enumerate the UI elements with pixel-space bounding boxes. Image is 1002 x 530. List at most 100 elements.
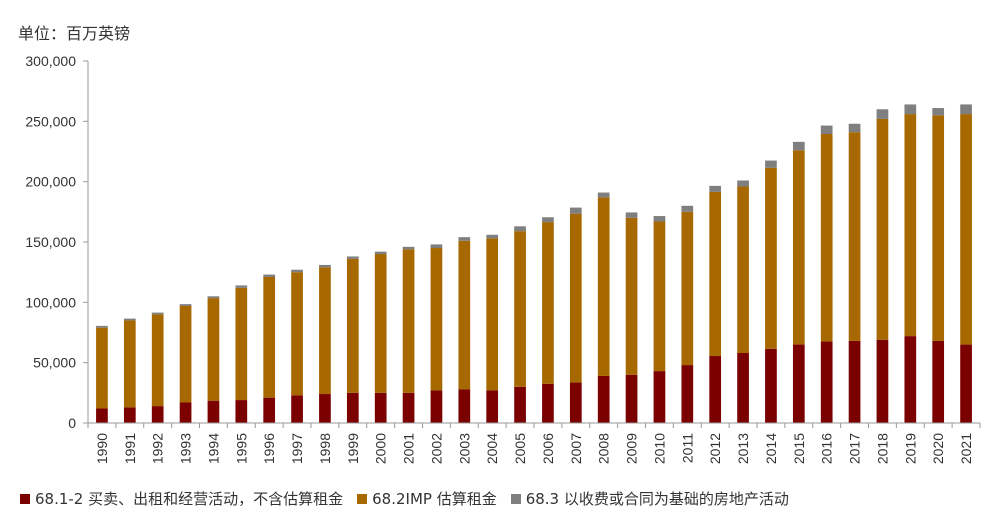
- bar-segment-imputed-rent: [765, 167, 777, 349]
- bar-segment-fee-contract: [653, 216, 666, 222]
- bar-segment-fee-contract: [514, 226, 526, 232]
- bar-segment-fee-contract: [876, 109, 889, 119]
- bar-segment-sales-rent: [458, 389, 471, 423]
- bar-segment-imputed-rent: [709, 191, 722, 357]
- bar-segment-sales-rent: [681, 365, 694, 423]
- bar-segment-fee-contract: [597, 192, 610, 198]
- bar-segment-fee-contract: [681, 205, 694, 212]
- x-tick-label: 2019: [902, 433, 918, 464]
- bar-segment-imputed-rent: [374, 254, 387, 393]
- y-tick-label: 300,000: [25, 53, 76, 69]
- bar-segment-fee-contract: [430, 244, 443, 249]
- bar-segment-sales-rent: [653, 371, 666, 423]
- bar-segment-imputed-rent: [681, 211, 694, 366]
- bar-segment-sales-rent: [430, 390, 443, 423]
- bar-segment-imputed-rent: [876, 118, 889, 340]
- x-tick-label: 2018: [874, 433, 890, 464]
- bar-segment-fee-contract: [179, 304, 192, 306]
- bar-segment-fee-contract: [402, 246, 415, 250]
- bar-segment-sales-rent: [263, 397, 276, 423]
- bar-segment-sales-rent: [597, 375, 610, 423]
- bar-segment-sales-rent: [709, 356, 722, 423]
- bar-segment-sales-rent: [792, 344, 805, 423]
- bar-segment-sales-rent: [235, 400, 248, 423]
- bar-segment-fee-contract: [932, 108, 945, 116]
- legend-swatch-fee-contract: [510, 493, 521, 504]
- bar-segment-fee-contract: [319, 264, 331, 268]
- x-tick-label: 1996: [261, 433, 277, 464]
- bar-segment-imputed-rent: [207, 298, 220, 401]
- x-tick-label: 2004: [484, 433, 500, 464]
- bar-segment-imputed-rent: [820, 134, 833, 342]
- bar-segment-imputed-rent: [96, 327, 108, 409]
- bar-segment-sales-rent: [179, 402, 192, 423]
- x-tick-label: 2014: [763, 433, 779, 464]
- y-tick-label: 0: [68, 415, 76, 431]
- bar-segment-imputed-rent: [960, 114, 972, 345]
- bar-segment-imputed-rent: [291, 272, 303, 396]
- bar-segment-fee-contract: [346, 256, 359, 259]
- x-axis: 1990 1991 1992 1993 1994 1995 1996 1997 1998 1999…: [87, 422, 981, 464]
- x-tick-label: 1991: [122, 433, 138, 464]
- bar-segment-sales-rent: [346, 392, 359, 423]
- bar-segment-sales-rent: [96, 408, 108, 423]
- x-tick-label: 2007: [568, 433, 584, 464]
- x-tick-label: 1992: [150, 433, 166, 464]
- x-tick-label: 2015: [791, 433, 807, 464]
- bar-segment-imputed-rent: [904, 114, 917, 337]
- bar-segment-fee-contract: [960, 104, 972, 115]
- bar-segment-fee-contract: [569, 207, 582, 214]
- bar-segment-fee-contract: [904, 104, 917, 115]
- bar-segment-imputed-rent: [932, 115, 945, 341]
- stacked-bar-chart: 0 50,000 100,000 150,000 200,000 250,000 300,0…: [25, 53, 981, 464]
- legend-swatch-imputed-rent: [357, 493, 368, 504]
- bar-segment-fee-contract: [374, 251, 387, 255]
- bar-segment-fee-contract: [151, 312, 164, 315]
- y-axis: 0 50,000 100,000 150,000 200,000 250,000 300,0…: [25, 53, 89, 431]
- bar-segment-imputed-rent: [486, 238, 499, 391]
- x-tick-label: 2005: [512, 433, 528, 464]
- x-tick-label: 2009: [624, 433, 640, 464]
- bar-segment-imputed-rent: [542, 222, 554, 384]
- bar-segment-fee-contract: [96, 325, 108, 328]
- x-tick-label: 1998: [317, 433, 333, 464]
- bar-segment-imputed-rent: [346, 258, 359, 393]
- x-tick-label: 2003: [456, 433, 472, 464]
- bar-segment-imputed-rent: [458, 240, 471, 390]
- y-tick-label: 150,000: [25, 234, 76, 250]
- bar-segment-sales-rent: [486, 390, 499, 423]
- x-tick-label: 2010: [651, 433, 667, 464]
- bar-segment-imputed-rent: [263, 276, 276, 398]
- bar-segment-fee-contract: [291, 269, 303, 273]
- x-tick-label: 1995: [233, 433, 249, 464]
- bar-segment-imputed-rent: [235, 287, 248, 401]
- x-tick-label: 1990: [94, 433, 110, 464]
- bar-segment-imputed-rent: [123, 320, 136, 408]
- bar-segment-sales-rent: [542, 383, 554, 423]
- y-tick-label: 200,000: [25, 174, 76, 190]
- bar-segment-sales-rent: [960, 344, 972, 423]
- x-tick-label: 2017: [847, 433, 863, 464]
- y-tick-label: 100,000: [25, 294, 76, 310]
- bar-segment-sales-rent: [207, 400, 220, 423]
- bar-segment-imputed-rent: [402, 249, 415, 393]
- bar-segment-imputed-rent: [319, 267, 331, 395]
- bar-segment-fee-contract: [263, 274, 276, 277]
- bar-segment-fee-contract: [709, 185, 722, 192]
- x-tick-label: 2001: [401, 433, 417, 464]
- bar-segment-imputed-rent: [569, 213, 582, 383]
- bar-segment-fee-contract: [235, 285, 248, 288]
- bar-segment-imputed-rent: [848, 132, 861, 341]
- x-tick-label: 1999: [345, 433, 361, 464]
- x-tick-label: 2002: [428, 433, 444, 464]
- x-tick-label: 2021: [958, 433, 974, 464]
- x-tick-label: 2020: [930, 433, 946, 464]
- y-tick-label: 50,000: [33, 355, 76, 371]
- x-tick-label: 2012: [707, 433, 723, 464]
- bar-segment-sales-rent: [876, 339, 889, 423]
- x-tick-label: 1997: [289, 433, 305, 464]
- bar-segment-fee-contract: [625, 212, 638, 218]
- legend-item-sales-rent: 68.1-2 买卖、出租和经营活动，不含估算租金: [20, 488, 343, 509]
- x-tick-label: 2013: [735, 433, 751, 464]
- bar-segment-fee-contract: [486, 234, 499, 239]
